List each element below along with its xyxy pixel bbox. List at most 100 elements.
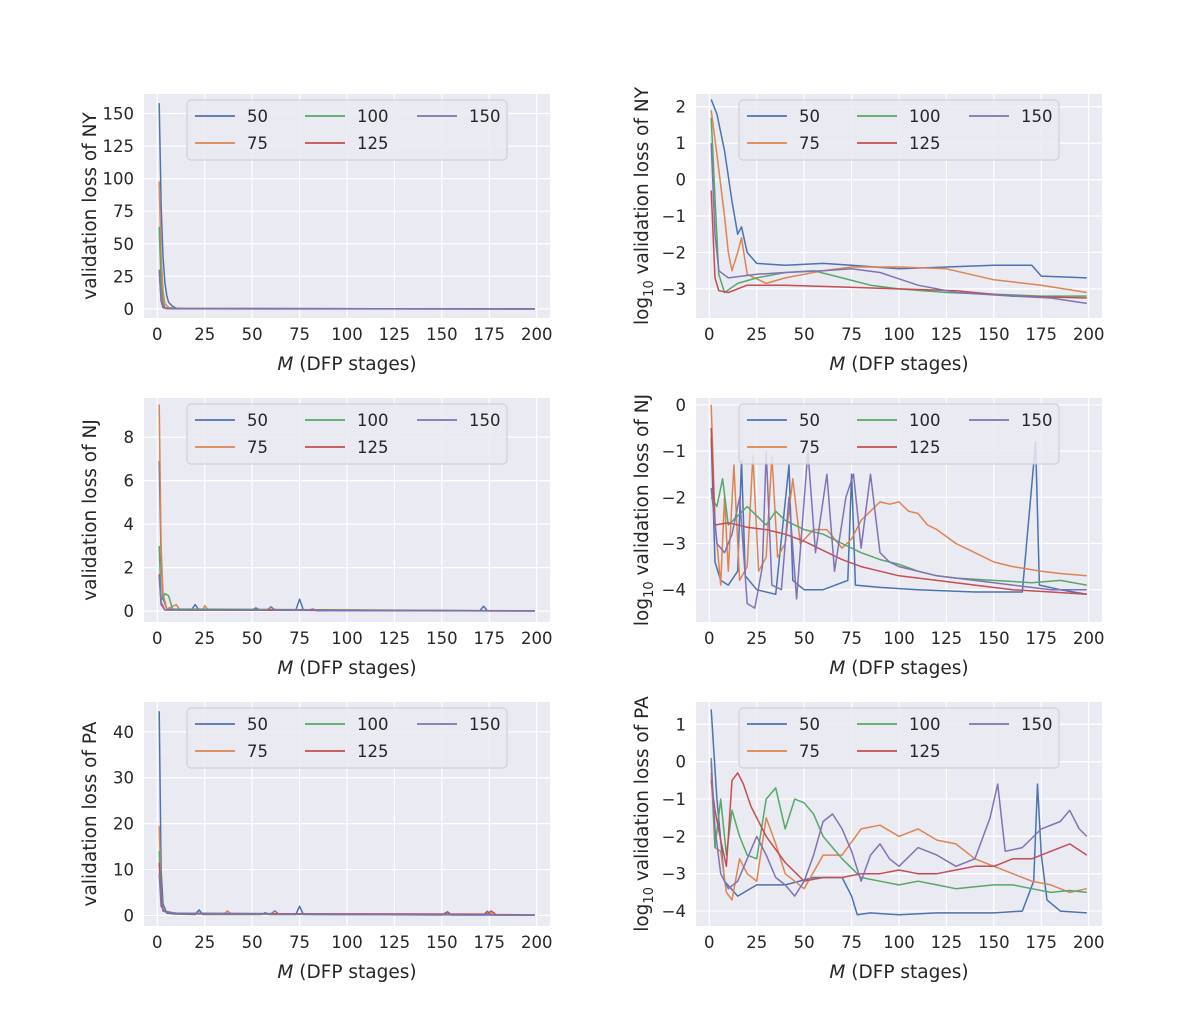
legend-box <box>186 403 508 465</box>
y-axis-label-text: validation loss of NY <box>632 86 653 280</box>
y-tick-label: −1 <box>662 442 686 461</box>
y-tick-label: 0 <box>124 906 135 925</box>
x-tick-label: 0 <box>704 629 715 648</box>
series-line-150 <box>158 576 535 612</box>
y-tick-label: 75 <box>113 202 134 221</box>
legend-label-50: 50 <box>799 411 820 430</box>
x-tick-label: 75 <box>289 933 310 952</box>
y-tick-label: −3 <box>662 534 686 553</box>
legend: 50 75 100 125 150 <box>738 707 1060 769</box>
series-line-150 <box>158 874 535 916</box>
x-tick-label: 25 <box>746 933 767 952</box>
x-tick-label: 150 <box>978 629 1010 648</box>
series-line-50 <box>710 437 1087 596</box>
legend-label-75: 75 <box>799 742 820 761</box>
y-axis-label-text: validation loss of NJ <box>632 394 653 581</box>
x-tick-label: 50 <box>794 325 815 344</box>
series-line-50 <box>710 99 1087 279</box>
y-tick-label: 10 <box>113 861 134 880</box>
series-group <box>710 404 1087 609</box>
x-tick-label: 200 <box>1073 325 1105 344</box>
series-line-150 <box>710 761 1088 897</box>
series-line-75 <box>710 110 1087 294</box>
x-tick-label: 25 <box>194 325 215 344</box>
legend-label-150: 150 <box>469 107 501 126</box>
series-line-150 <box>710 143 1087 305</box>
x-tick-label: 0 <box>704 325 715 344</box>
x-axis-label: M (DFP stages) <box>277 658 416 679</box>
panel-pa_linear: 0 25 50 75 100 125 150 175 200 0 10 20 30 40 M (DFP st… <box>80 702 552 983</box>
x-axis-label: M (DFP stages) <box>277 354 416 375</box>
series-group <box>158 103 535 310</box>
x-axis-label: M (DFP stages) <box>829 962 968 983</box>
series-group <box>710 99 1087 305</box>
legend-label-125: 125 <box>357 742 389 761</box>
legend-label-100: 100 <box>909 715 941 734</box>
legend-label-75: 75 <box>247 438 268 457</box>
series-group <box>158 404 535 612</box>
legend-box <box>186 99 508 161</box>
legend-label-150: 150 <box>1021 715 1053 734</box>
legend-label-75: 75 <box>799 438 820 457</box>
x-tick-label: 125 <box>931 325 963 344</box>
legend-label-100: 100 <box>909 411 941 430</box>
x-axis-label-text: (DFP stages) <box>293 962 416 983</box>
panel-pa_log: 0 25 50 75 100 125 150 175 200 −4 −3 −2 −1 0 1 M (DFP s… <box>632 696 1104 983</box>
x-tick-label: 25 <box>746 629 767 648</box>
legend-label-50: 50 <box>799 107 820 126</box>
legend-label-75: 75 <box>799 134 820 153</box>
legend-label-50: 50 <box>799 715 820 734</box>
panel-ny_log: 0 25 50 75 100 125 150 175 200 −3 −2 −1 0 1 2 M (DFP st… <box>632 86 1104 375</box>
x-tick-label: 175 <box>1026 325 1058 344</box>
x-tick-label: 200 <box>521 629 553 648</box>
y-axis-label-sub: 10 <box>642 581 657 598</box>
x-axis-label-text: (DFP stages) <box>845 962 968 983</box>
series-group <box>710 709 1088 916</box>
series-line-150 <box>158 269 535 310</box>
x-axis-label-text: (DFP stages) <box>845 354 968 375</box>
x-tick-label: 150 <box>978 933 1010 952</box>
x-tick-label: 75 <box>289 629 310 648</box>
x-axis-label-variable: M <box>277 658 293 679</box>
panel-ny_linear: 0 25 50 75 100 125 150 175 200 0 25 50 75 100 125 150 M … <box>80 94 552 375</box>
y-tick-label: 100 <box>103 170 135 189</box>
legend-label-50: 50 <box>247 715 268 734</box>
y-tick-label: −2 <box>662 243 686 262</box>
y-tick-label: 1 <box>676 715 687 734</box>
series-line-75 <box>710 404 1087 586</box>
legend-label-125: 125 <box>357 134 389 153</box>
legend-label-100: 100 <box>357 715 389 734</box>
legend-label-75: 75 <box>247 742 268 761</box>
series-line-125 <box>710 190 1087 299</box>
y-tick-label: 0 <box>124 602 135 621</box>
x-tick-label: 0 <box>152 629 163 648</box>
y-tick-label: 8 <box>124 428 135 447</box>
y-axis-label: validation loss of PA <box>80 721 101 906</box>
series-group <box>158 711 535 916</box>
series-line-50 <box>710 709 1087 916</box>
panel-nj_log: 0 25 50 75 100 125 150 175 200 −4 −3 −2 −1 0 M (DFP st… <box>632 394 1104 679</box>
legend-label-100: 100 <box>357 411 389 430</box>
x-tick-label: 125 <box>379 933 411 952</box>
y-tick-label: 0 <box>676 396 687 415</box>
x-tick-label: 150 <box>978 325 1010 344</box>
x-tick-label: 150 <box>426 325 458 344</box>
legend-label-100: 100 <box>357 107 389 126</box>
y-tick-label: 0 <box>676 171 687 190</box>
y-axis-label: log10 validation loss of NY <box>632 86 657 325</box>
legend: 50 75 100 125 150 <box>186 707 508 769</box>
x-axis-label-variable: M <box>829 354 845 375</box>
panel-nj_linear: 0 25 50 75 100 125 150 175 200 0 2 4 6 8 M (DFP stages… <box>80 398 552 679</box>
series-line-100 <box>710 757 1087 894</box>
y-tick-label: 6 <box>124 472 135 491</box>
x-tick-label: 100 <box>331 325 363 344</box>
legend: 50 75 100 125 150 <box>738 403 1060 465</box>
y-axis-label: log10 validation loss of NJ <box>632 394 657 626</box>
x-tick-label: 200 <box>521 933 553 952</box>
y-tick-label: 150 <box>103 105 135 124</box>
legend: 50 75 100 125 150 <box>738 99 1060 161</box>
x-tick-label: 75 <box>841 325 862 344</box>
x-tick-label: 175 <box>474 933 506 952</box>
legend-label-125: 125 <box>909 742 941 761</box>
